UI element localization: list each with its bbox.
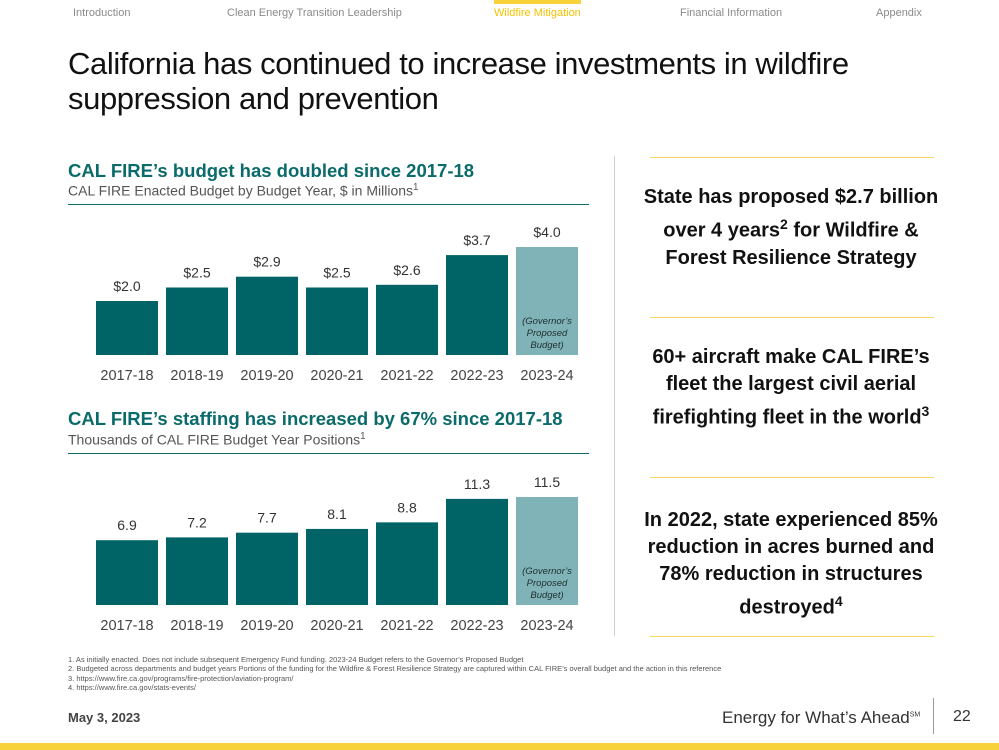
budget-value-label: $3.7 [463, 232, 490, 248]
budget-value-label: $2.6 [393, 262, 420, 278]
callout-reduction-stats: In 2022, state experienced 85% reduction… [636, 507, 946, 622]
budget-bar-2022-23 [446, 255, 508, 355]
budget-bar-2019-20 [236, 276, 298, 355]
callout-divider-2 [650, 317, 934, 318]
nav-item-introduction[interactable]: Introduction [73, 7, 131, 19]
callout-strategy-funding: State has proposed $2.7 billion over 4 y… [636, 184, 946, 272]
callout-1-rest: for Wildfire & Forest Resilience Strateg… [665, 219, 919, 269]
staffing-chart-footnote-ref: 1 [360, 431, 366, 442]
budget-value-label: $2.0 [113, 278, 140, 294]
budget-bar-2018-19 [166, 287, 228, 355]
budget-category-label: 2019-20 [240, 368, 293, 384]
budget-value-label: $2.5 [323, 265, 350, 281]
budget-chart-subtitle: CAL FIRE Enacted Budget by Budget Year, … [68, 182, 418, 199]
staffing-chart-rule [68, 453, 589, 454]
staffing-value-label: 8.1 [327, 506, 347, 522]
presentation-date: May 3, 2023 [68, 710, 141, 725]
budget-bar-2020-21 [306, 287, 368, 355]
callout-divider-bottom [650, 636, 934, 637]
tagline-text: Energy for What’s Ahead [722, 708, 910, 727]
column-divider [614, 156, 615, 636]
staffing-proposed-note: Budget) [530, 590, 563, 601]
callout-2-footnote: 3 [921, 403, 930, 419]
page-title: California has continued to increase inv… [68, 46, 849, 116]
staffing-bar-2019-20 [236, 532, 298, 605]
staffing-category-label: 2021-22 [380, 618, 433, 634]
staffing-bar-2017-18 [96, 540, 158, 605]
footnote-4: 4. https://www.fire.ca.gov/stats-events/ [68, 683, 196, 693]
staffing-bar-2020-21 [306, 528, 368, 605]
budget-category-label: 2021-22 [380, 368, 433, 384]
budget-chart-subtitle-text: CAL FIRE Enacted Budget by Budget Year, … [68, 182, 414, 199]
footnote-2: 2. Budgeted across departments and budge… [68, 664, 722, 674]
staffing-value-label: 11.5 [534, 474, 560, 490]
footnote-1: 1. As initially enacted. Does not includ… [68, 655, 524, 664]
budget-value-label: $2.5 [183, 265, 210, 281]
budget-category-label: 2017-18 [100, 368, 153, 384]
budget-category-label: 2020-21 [310, 368, 363, 384]
company-tagline: Energy for What’s AheadSM [722, 708, 920, 728]
callout-1-text: State has proposed $2.7 billion over 4 y… [643, 186, 939, 242]
footnote-3: 3. https://www.fire.ca.gov/programs/fire… [68, 673, 294, 683]
staffing-category-label: 2017-18 [100, 618, 153, 634]
footer-divider [933, 698, 934, 734]
budget-category-label: 2022-23 [450, 368, 503, 384]
staffing-value-label: 7.7 [257, 510, 277, 526]
staffing-category-label: 2022-23 [450, 618, 503, 634]
footnotes: 1. As initially enacted. Does not includ… [68, 655, 721, 693]
staffing-bar-2023-24 [516, 497, 578, 605]
staffing-bar-chart: 6.9 2017-18 7.2 2018-19 7.7 2019-20 8.1 2020-21… [96, 474, 578, 634]
nav-item-clean-energy[interactable]: Clean Energy Transition Leadership [227, 7, 402, 19]
budget-proposed-note: Budget) [530, 340, 563, 351]
service-mark: SM [909, 711, 921, 719]
staffing-category-label: 2023-24 [520, 618, 573, 634]
budget-category-label: 2018-19 [170, 368, 223, 384]
budget-proposed-note: Proposed [527, 328, 568, 339]
callout-3-text: In 2022, state experienced 85% reduction… [644, 509, 938, 619]
staffing-category-label: 2020-21 [310, 618, 363, 634]
staffing-category-label: 2018-19 [170, 618, 223, 634]
budget-bar-chart: $2.0 2017-18 $2.5 2018-19 $2.9 2019-20 $2.5 202… [96, 224, 578, 384]
nav-item-financial-information[interactable]: Financial Information [680, 7, 783, 19]
budget-bar-2017-18 [96, 301, 158, 355]
staffing-value-label: 7.2 [187, 514, 207, 530]
staffing-value-label: 6.9 [117, 517, 137, 533]
staffing-chart-subtitle: Thousands of CAL FIRE Budget Year Positi… [68, 431, 366, 448]
staffing-category-label: 2019-20 [240, 618, 293, 634]
callout-divider-top [650, 157, 934, 158]
budget-proposed-note: (Governor’s [522, 316, 572, 327]
budget-value-label: $2.9 [253, 254, 280, 270]
nav-item-wildfire-mitigation[interactable]: Wildfire Mitigation [494, 0, 581, 19]
staffing-chart-subtitle-text: Thousands of CAL FIRE Budget Year Positi… [68, 431, 361, 448]
budget-chart-footnote-ref: 1 [413, 182, 419, 193]
callout-3-footnote: 4 [834, 593, 843, 609]
staffing-bar-2018-19 [166, 537, 228, 605]
callout-1-footnote: 2 [780, 216, 788, 232]
bottom-accent-bar [0, 743, 999, 750]
staffing-bar-2022-23 [446, 498, 508, 605]
budget-category-label: 2023-24 [520, 368, 573, 384]
callout-divider-3 [650, 477, 934, 478]
budget-chart-rule [68, 204, 589, 205]
budget-chart-title: CAL FIRE’s budget has doubled since 2017… [68, 160, 475, 181]
staffing-chart-title: CAL FIRE’s staffing has increased by 67%… [68, 408, 563, 429]
nav-item-appendix[interactable]: Appendix [876, 7, 922, 19]
page-number: 22 [953, 708, 971, 725]
staffing-value-label: 8.8 [397, 499, 417, 515]
budget-bar-2023-24 [516, 247, 578, 355]
staffing-value-label: 11.3 [464, 476, 490, 492]
budget-bar-2021-22 [376, 284, 438, 355]
callout-aircraft-fleet: 60+ aircraft make CAL FIRE’s fleet the l… [636, 344, 946, 432]
callout-2-text: 60+ aircraft make CAL FIRE’s fleet the l… [652, 346, 930, 429]
staffing-proposed-note: (Governor’s [522, 566, 572, 577]
staffing-proposed-note: Proposed [527, 578, 568, 589]
staffing-bar-2021-22 [376, 522, 438, 605]
budget-value-label: $4.0 [533, 224, 560, 240]
top-nav: Introduction Clean Energy Transition Lea… [0, 0, 999, 26]
